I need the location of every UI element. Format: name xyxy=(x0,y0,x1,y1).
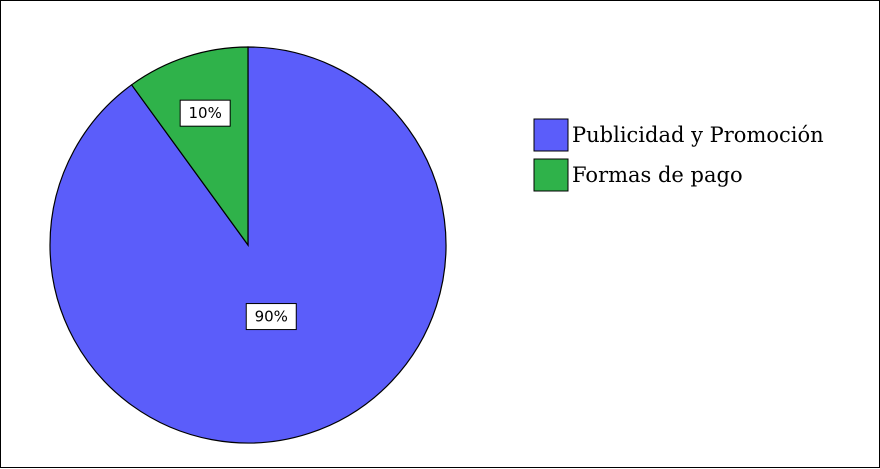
pie-value-labels: 90% 10% xyxy=(179,99,297,331)
pie-value-label-1: 90% xyxy=(245,303,297,331)
pie-value-text-2: 10% xyxy=(188,104,221,122)
pie-value-label-2: 10% xyxy=(179,99,231,127)
legend-swatch-1 xyxy=(533,118,569,152)
legend: Publicidad y Promoción Formas de pago xyxy=(533,118,824,192)
pie-value-box-1 xyxy=(245,303,297,331)
legend-item-1: Publicidad y Promoción xyxy=(533,118,824,152)
legend-item-2: Formas de pago xyxy=(533,158,743,192)
pie-slice-2 xyxy=(130,46,249,247)
legend-swatch-2 xyxy=(533,158,569,192)
pie-slices xyxy=(49,46,447,444)
pie-value-box-2 xyxy=(179,99,231,127)
legend-label-2: Formas de pago xyxy=(572,163,743,187)
legend-label-1: Publicidad y Promoción xyxy=(572,123,824,147)
pie-value-text-1: 90% xyxy=(255,308,288,326)
